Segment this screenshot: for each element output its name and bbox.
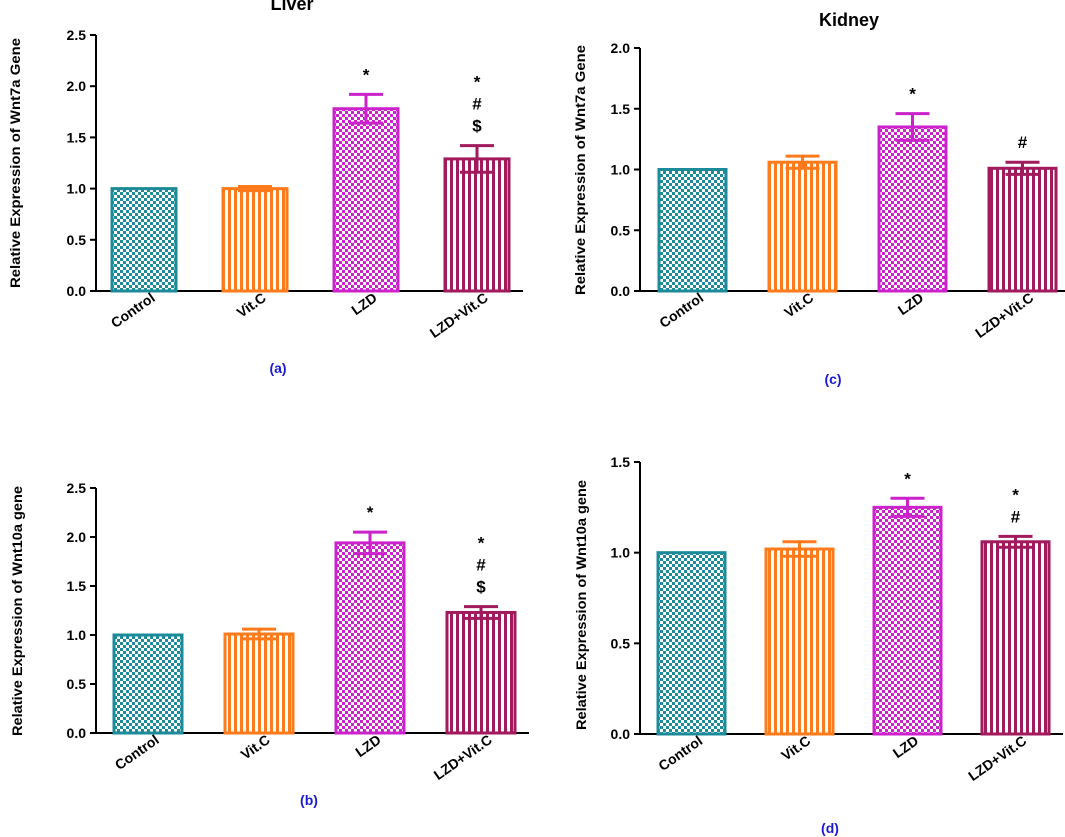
x-tick-label: Vit.C: [234, 289, 269, 320]
y-tick-label: 1.5: [611, 101, 631, 117]
chart-panel-a: Liver 0.0 0.5 1.0 1.5 2.0 2.5 Relative Expressi…: [7, 0, 523, 376]
x-tick-label: Control: [655, 732, 705, 774]
bar-lzd-vit-c: [443, 157, 511, 293]
y-tick-label: 1.5: [611, 454, 631, 470]
significance-mark: #: [472, 95, 482, 114]
significance-mark: *: [909, 85, 916, 104]
x-tick-label: LZD: [895, 289, 926, 318]
y-axis-label-b: Relative Expression of Wnt10a gene: [9, 486, 25, 736]
chart-title-c: Kidney: [819, 10, 879, 30]
x-tick-label: LZD: [348, 289, 379, 318]
y-tick-label: 0.5: [611, 635, 631, 651]
significance-mark: *: [904, 469, 911, 488]
significance-mark: $: [476, 578, 486, 597]
x-tick-label: Control: [108, 289, 158, 331]
y-tick-label: 0.5: [67, 232, 87, 248]
bar-vit-c: [764, 547, 835, 736]
panel-label-b: (b): [300, 792, 318, 808]
y-tick-label: 2.0: [67, 529, 87, 545]
x-tick-label: LZD+Vit.C: [965, 732, 1029, 784]
x-tick-label: LZD: [890, 732, 921, 761]
x-tick-label: Vit.C: [238, 731, 273, 762]
panel-label-d: (d): [821, 820, 839, 836]
y-tick-label: 2.0: [611, 40, 631, 56]
x-tick-label: Vit.C: [781, 289, 816, 320]
x-tick-label: Vit.C: [778, 732, 813, 763]
y-tick-label: 0.5: [67, 676, 87, 692]
bar-control: [110, 187, 178, 293]
chart-title-a: Liver: [270, 0, 313, 14]
y-tick-label: 0.0: [611, 283, 631, 299]
y-tick-label: 1.5: [67, 129, 87, 145]
bar-lzd-vit-c: [987, 166, 1058, 293]
bar-lzd-vit-c: [445, 610, 517, 735]
x-tick-label: LZD: [352, 731, 383, 760]
y-axis-label-a: Relative Expression of Wnt7a Gene: [7, 38, 23, 288]
significance-mark: *: [1012, 485, 1019, 504]
bar-vit-c: [223, 632, 295, 735]
x-tick-label: LZD+Vit.C: [972, 289, 1036, 341]
y-tick-label: 1.0: [67, 627, 87, 643]
y-tick-label: 1.0: [67, 181, 87, 197]
x-tick-label: LZD+Vit.C: [427, 289, 491, 341]
y-tick-label: 0.0: [67, 283, 87, 299]
panel-label-a: (a): [269, 360, 286, 376]
y-tick-label: 0.0: [611, 726, 631, 742]
y-tick-label: 1.5: [67, 578, 87, 594]
chart-panel-d: 0.0 0.5 1.0 1.5 Relative Expression of Wnt10…: [573, 454, 1063, 836]
y-axis-label-c: Relative Expression of Wnt7a Gene: [572, 45, 588, 295]
y-tick-label: 2.5: [67, 480, 87, 496]
significance-mark: #: [476, 556, 486, 575]
y-tick-label: 0.5: [611, 222, 631, 238]
y-axis-label-d: Relative Expression of Wnt10a gene: [573, 480, 589, 730]
panel-label-c: (c): [824, 371, 841, 387]
chart-panel-b: 0.0 0.5 1.0 1.5 2.0 2.5 Relative Expression of…: [9, 480, 529, 808]
significance-mark: #: [1018, 133, 1028, 152]
y-tick-label: 2.5: [67, 27, 87, 43]
significance-mark: #: [1011, 507, 1021, 526]
x-tick-label: Control: [656, 289, 706, 331]
bar-lzd: [334, 541, 406, 735]
bar-control: [112, 633, 184, 735]
significance-mark: $: [472, 117, 482, 136]
y-tick-label: 1.0: [611, 162, 631, 178]
bar-lzd: [332, 107, 400, 293]
bar-lzd: [877, 125, 948, 293]
y-tick-label: 0.0: [67, 725, 87, 741]
y-tick-label: 2.0: [67, 78, 87, 94]
significance-mark: *: [478, 534, 485, 553]
chart-panels: Liver 0.0 0.5 1.0 1.5 2.0 2.5 Relative Expressi…: [7, 0, 1065, 836]
bar-lzd: [872, 505, 943, 736]
chart-panel-c: Kidney 0.0 0.5 1.0 1.5 2.0 Relative Expression…: [572, 10, 1065, 387]
y-tick-label: 1.0: [611, 545, 631, 561]
x-tick-label: LZD+Vit.C: [431, 731, 495, 783]
significance-mark: *: [363, 65, 370, 84]
bar-lzd-vit-c: [980, 540, 1051, 736]
bar-control: [657, 168, 728, 293]
bar-vit-c: [221, 187, 289, 293]
bar-vit-c: [767, 160, 838, 293]
bar-control: [656, 551, 727, 736]
x-tick-label: Control: [112, 731, 162, 773]
significance-mark: *: [474, 73, 481, 92]
significance-mark: *: [367, 503, 374, 522]
